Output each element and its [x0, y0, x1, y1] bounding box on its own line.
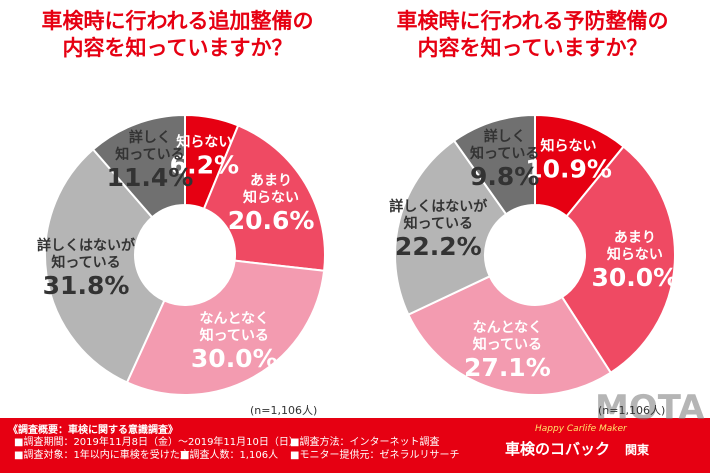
survey-footer: 《調査概要：車検に関する意識調査》 ■調査期間：2019年11月8日（金）～20…	[0, 418, 710, 473]
value-label: 11.4%	[106, 163, 194, 193]
logo-region: 関東	[625, 443, 650, 457]
logo-name: 車検のコバック	[505, 440, 611, 458]
slice-label: 詳しく 知っている 9.8%	[470, 129, 539, 191]
value-label: 27.1%	[464, 353, 551, 383]
title-line: 内容を知っていますか？	[62, 36, 293, 60]
category-label: あまり 知らない	[606, 229, 663, 263]
title-line: 内容を知っていますか？	[417, 36, 648, 60]
donut-slice	[44, 147, 166, 384]
category-label: 知らない	[176, 134, 233, 151]
footer-item: ■調査人数：1,106人	[180, 450, 279, 461]
title-line: 車検時に行われる追加整備の	[41, 9, 314, 33]
slice-label: 詳しくはないが 知っている 22.2%	[389, 199, 487, 261]
slice-label: なんとなく 知っている 30.0%	[191, 311, 278, 373]
slice-label: なんとなく 知っている 27.1%	[464, 320, 551, 382]
donut-slice	[406, 274, 613, 396]
value-label: 6.2%	[169, 150, 240, 180]
chart-title: 車検時に行われる予防整備の 内容を知っていますか？	[355, 8, 710, 62]
donut-slice	[202, 124, 326, 272]
slice-label: あまり 知らない 20.6%	[228, 173, 315, 235]
value-label: 22.2%	[394, 231, 482, 261]
category-label: 知らない	[540, 138, 597, 155]
value-label: 31.8%	[42, 271, 130, 301]
donut-slice	[125, 259, 326, 396]
chart-title: 車検時に行われる追加整備の 内容を知っていますか？	[0, 8, 355, 62]
slice-label: 知らない 10.9%	[525, 138, 612, 183]
footer-heading: 《調査概要：車検に関する意識調査》	[8, 425, 178, 436]
category-label: 詳しく 知っている	[470, 128, 540, 162]
donut-slice	[452, 113, 536, 216]
sample-note: (n=1,106人)	[598, 404, 666, 417]
logo-tagline: Happy Carlife Maker	[535, 424, 627, 434]
watermark: MOTA	[595, 388, 705, 428]
donut-slice	[560, 145, 676, 375]
category-label: なんとなく 知っている	[199, 311, 270, 345]
value-label: 9.8%	[470, 161, 540, 191]
footer-item: ■調査期間：2019年11月8日（金）～2019年11月10日（日）	[14, 437, 299, 448]
slice-label: 詳しくはないが 知っている 31.8%	[37, 238, 135, 300]
category-label: 詳しく 知っている	[115, 130, 185, 164]
donut-slice	[91, 113, 186, 219]
value-label: 20.6%	[227, 206, 315, 236]
sample-note: (n=1,106人)	[250, 404, 318, 417]
value-label: 10.9%	[525, 154, 612, 184]
donut-slice	[394, 139, 508, 316]
footer-item: ■モニター提供元：ゼネラルリサーチ	[290, 450, 460, 461]
footer-item: ■調査方法：インターネット調査	[290, 437, 440, 448]
title-line: 車検時に行われる予防整備の	[396, 9, 669, 33]
category-label: 詳しくはないが 知っている	[389, 198, 488, 232]
slice-label: あまり 知らない 30.0%	[591, 230, 678, 292]
value-label: 30.0%	[190, 344, 278, 374]
footer-item: ■調査対象：1年以内に車検を受けた方	[14, 450, 190, 461]
category-label: 詳しくはないが 知っている	[37, 238, 136, 272]
category-label: なんとなく 知っている	[472, 320, 543, 354]
category-label: あまり 知らない	[243, 173, 300, 207]
slice-label: 詳しく 知っている 11.4%	[107, 130, 194, 192]
slice-label: 知らない 6.2%	[170, 134, 239, 179]
value-label: 30.0%	[591, 262, 679, 292]
